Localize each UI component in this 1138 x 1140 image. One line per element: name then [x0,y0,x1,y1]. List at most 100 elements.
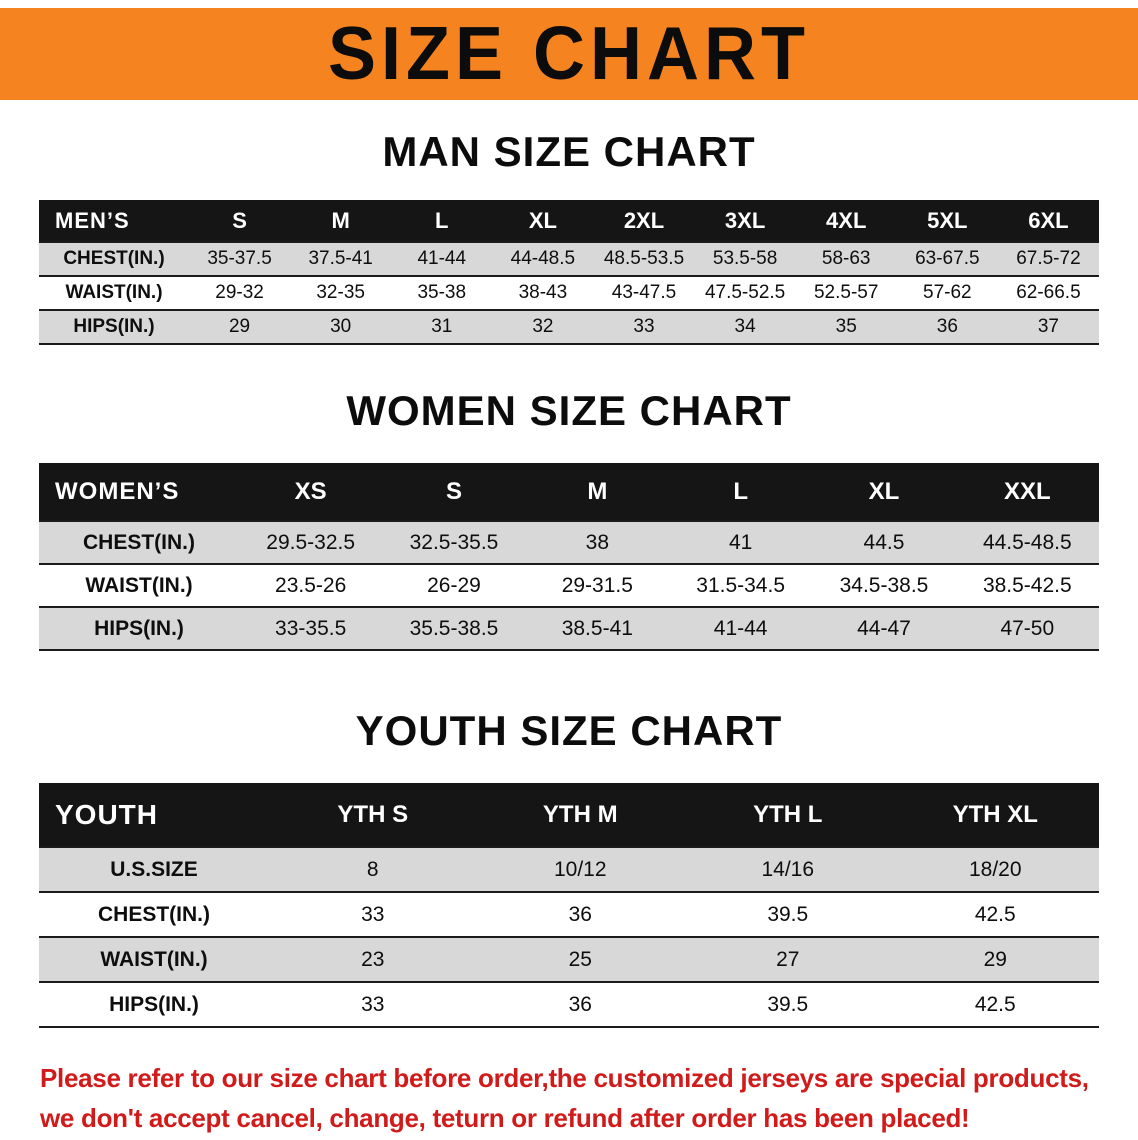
table-cell: 35.5-38.5 [382,607,526,650]
table-cell: 32-35 [316,282,365,303]
table-cell: 8 [269,847,477,892]
table-cell: 53.5-58 [694,242,796,276]
table-cell: 31.5-34.5 [696,573,786,597]
table-cell: 37 [997,310,1099,344]
table-cell: 26-29 [427,573,481,597]
row-label: CHEST(IN.) [39,242,189,276]
table-row: U.S.SIZE 8 10/12 14/16 18/20 [39,847,1099,892]
disclaimer-line-1: Please refer to our size chart before or… [40,1063,1089,1093]
disclaimer-note: Please refer to our size chart before or… [40,1058,1138,1139]
table-cell: 27 [684,937,892,982]
table-header-row: MEN’S S M L XL 2XL 3XL 4XL 5XL 6XL [39,200,1099,242]
men-section-heading: MAN SIZE CHART [382,128,756,175]
table-cell: 38.5-42.5 [982,573,1072,597]
column-header: S [382,463,526,521]
table-cell: 39.5 [767,902,809,926]
column-header: XS [239,463,383,521]
column-header: YTH XL [891,783,1099,847]
table-row: HIPS(IN.) 29 30 31 32 33 34 35 36 37 [39,310,1099,344]
column-header: XL [492,200,594,242]
column-header: XL [812,463,956,521]
banner-title: SIZE CHART [328,12,810,97]
table-cell: 38 [525,521,669,564]
column-header: XXL [955,463,1099,521]
youth-size-chart-section: YOUTH SIZE CHART YOUTH YTH S YTH M YTH L YTH… [0,707,1138,1028]
table-cell: 47-50 [955,607,1099,650]
table-cell: 34.5-38.5 [839,573,929,597]
row-label: WAIST(IN.) [39,937,269,982]
table-row: CHEST(IN.) 35-37.5 37.5-41 41-44 44-48.5 48.5… [39,242,1099,276]
table-cell: 48.5-53.5 [593,242,695,276]
table-cell: 33-35.5 [239,607,383,650]
table-cell: 32 [492,310,594,344]
table-cell: 58-63 [795,242,897,276]
column-header: M [525,463,669,521]
table-cell: 43-47.5 [611,282,677,303]
table-cell: 44.5-48.5 [955,521,1099,564]
table-cell: 35 [795,310,897,344]
table-cell: 44-47 [812,607,956,650]
table-cell: 36 [896,310,998,344]
table-cell: 10/12 [476,847,684,892]
men-size-table: MEN’S S M L XL 2XL 3XL 4XL 5XL 6XL CHEST(IN.) 35-37… [39,200,1099,345]
table-cell: 42.5 [974,992,1016,1016]
table-cell: 25 [476,937,684,982]
table-row: HIPS(IN.) 33-35.5 35.5-38.5 38.5-41 41-44 44-… [39,607,1099,650]
women-size-table: WOMEN’S XS S M L XL XXL CHEST(IN.) 29.5-32.5 32.5… [39,463,1099,651]
column-header: 6XL [997,200,1099,242]
table-cell: 44-48.5 [492,242,594,276]
table-cell: 62-66.5 [1016,282,1081,303]
table-cell: 29-31.5 [561,573,633,597]
row-label: WAIST(IN.) [65,282,163,303]
column-header: 4XL [795,200,897,242]
table-cell: 29.5-32.5 [239,521,383,564]
table-cell: 33 [593,310,695,344]
table-cell: 47.5-52.5 [704,282,786,303]
column-header: S [189,200,291,242]
table-cell: 36 [568,902,592,926]
men-size-chart-section: MAN SIZE CHART MEN’S S M L XL 2XL 3XL 4XL 5XL 6XL… [0,128,1138,345]
table-cell: 23 [269,937,477,982]
table-row: CHEST(IN.) 33 36 39.5 42.5 [39,892,1099,937]
column-header: L [391,200,493,242]
table-row: WAIST(IN.) 23 25 27 29 [39,937,1099,982]
disclaimer-line-2: we don't accept cancel, change, teturn o… [40,1103,970,1134]
table-cell: 29 [189,310,291,344]
table-cell: 63-67.5 [896,242,998,276]
table-cell: 41-44 [391,242,493,276]
women-section-heading: WOMEN SIZE CHART [346,387,792,434]
column-header: YTH S [269,783,477,847]
table-cell: 29-32 [215,282,264,303]
table-cell: 39.5 [767,992,809,1016]
table-cell: 14/16 [684,847,892,892]
table-cell: 35-37.5 [189,242,291,276]
table-cell: 38-43 [518,282,568,303]
row-label: HIPS(IN.) [39,607,239,650]
table-header-row: WOMEN’S XS S M L XL XXL [39,463,1099,521]
table-row: WAIST(IN.) 29-32 32-35 35-38 38-43 43-47.5 47.… [39,276,1099,310]
table-cell: 23.5-26 [275,573,347,597]
table-row: WAIST(IN.) 23.5-26 26-29 29-31.5 31.5-34.5 34… [39,564,1099,607]
column-header: 5XL [896,200,998,242]
table-cell: 52.5-57 [813,282,879,303]
table-cell: 41-44 [668,607,813,650]
table-cell: 67.5-72 [997,242,1099,276]
table-cell: 42.5 [974,902,1016,926]
column-header: 3XL [694,200,796,242]
column-header: MEN’S [39,200,189,242]
table-cell: 18/20 [891,847,1099,892]
table-cell: 37.5-41 [290,242,392,276]
table-cell: 44.5 [812,521,956,564]
table-cell: 38.5-41 [525,607,669,650]
youth-size-table: YOUTH YTH S YTH M YTH L YTH XL U.S.SIZE 8 10/12… [39,783,1099,1028]
row-label: CHEST(IN.) [98,902,210,926]
table-cell: 41 [668,521,813,564]
row-label: WAIST(IN.) [85,573,193,597]
table-header-row: YOUTH YTH S YTH M YTH L YTH XL [39,783,1099,847]
table-cell: 33 [361,902,385,926]
table-cell: 36 [568,992,592,1016]
row-label: HIPS(IN.) [39,310,189,344]
table-cell: 30 [290,310,392,344]
column-header: WOMEN’S [39,463,239,521]
youth-section-heading: YOUTH SIZE CHART [355,707,783,754]
